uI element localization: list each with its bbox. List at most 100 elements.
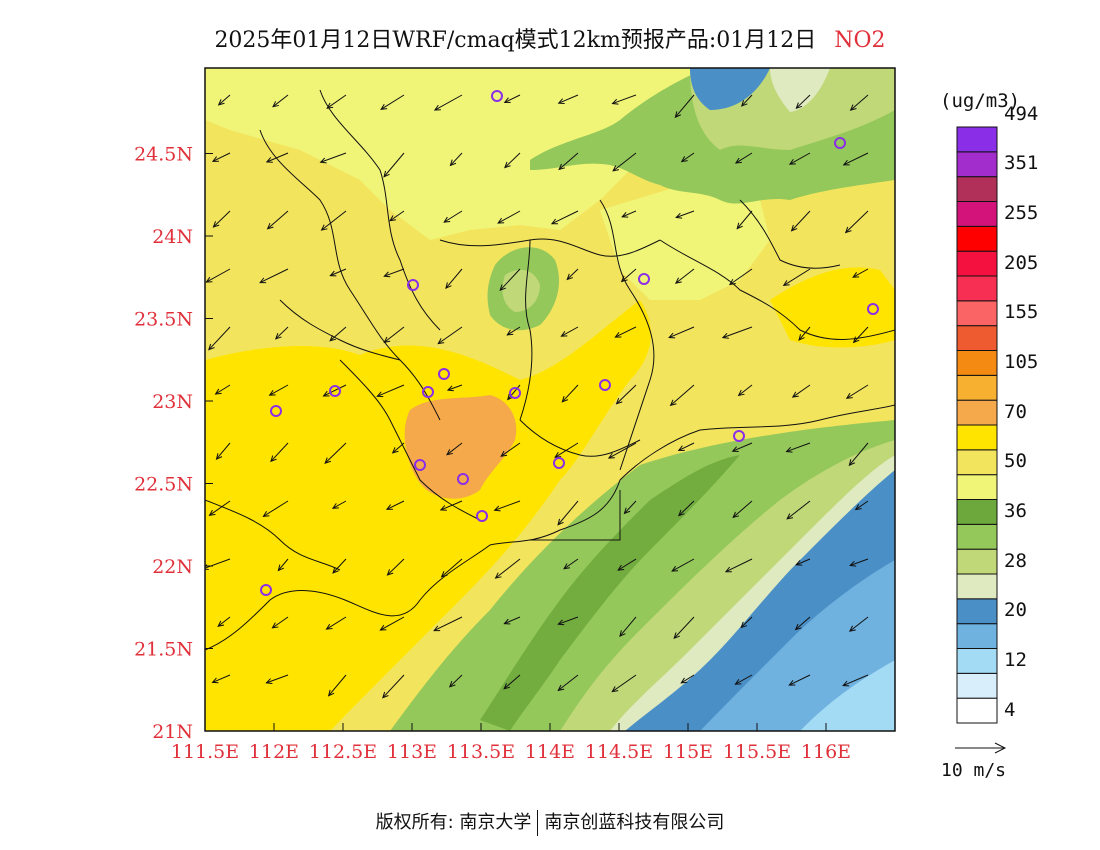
wind-arrow — [557, 616, 579, 626]
wind-arrow — [795, 558, 811, 566]
wind-arrow — [680, 674, 695, 684]
wind-arrow — [848, 616, 869, 632]
wind-arrow — [721, 326, 753, 339]
wind-arrow — [448, 674, 463, 688]
station-marker — [329, 385, 341, 397]
wind-arrow — [680, 152, 695, 163]
station-marker — [414, 459, 426, 471]
colorbar-swatch — [956, 548, 998, 575]
colorbar-swatch — [956, 523, 998, 550]
wind-arrow — [440, 558, 463, 578]
wind-arrow — [265, 152, 289, 163]
lat-tick-label: 22N — [152, 556, 193, 578]
wind-arrow — [506, 326, 521, 336]
wind-arrow — [274, 326, 289, 340]
wind-arrow — [446, 384, 463, 392]
wind-arrow — [319, 152, 347, 164]
wind-arrow — [266, 210, 289, 230]
wind-arrow — [389, 210, 405, 222]
lat-tick-label: 24.5N — [134, 144, 193, 166]
colorbar-swatch — [956, 176, 998, 203]
colorbar-swatch — [956, 474, 998, 500]
lon-tick-label: 113.5E — [447, 741, 515, 763]
wind-arrow — [208, 500, 231, 516]
station-marker — [260, 584, 272, 596]
wind-arrow — [623, 500, 637, 515]
wind-arrow — [731, 442, 753, 452]
wind-arrow — [678, 500, 695, 517]
wind-arrow — [550, 210, 579, 225]
wind-arrow — [612, 152, 637, 172]
field-ne-low — [690, 68, 770, 110]
station-marker — [733, 430, 745, 442]
wind-arrow — [674, 268, 695, 284]
wind-arrow — [788, 674, 811, 686]
wind-arrow — [848, 442, 869, 467]
wind-arrow — [849, 558, 869, 567]
colorbar-label: 351 — [1004, 152, 1039, 175]
wind-arrow — [265, 674, 289, 684]
wind-arrow — [437, 326, 463, 345]
coastline — [205, 404, 895, 651]
wind-arrow — [262, 500, 289, 517]
wind-arrow — [782, 268, 811, 287]
wind-arrow — [852, 268, 869, 278]
colorbar-label: 36 — [1004, 499, 1027, 522]
vector-reference-arrow — [955, 742, 1007, 754]
colorbar-unit: (ug/m3) — [940, 90, 1021, 112]
wind-arrow — [557, 94, 579, 104]
lon-tick-label: 115.5E — [723, 741, 791, 763]
colorbar-label: 4 — [1004, 698, 1016, 721]
colorbar — [956, 126, 998, 724]
wind-arrow — [439, 500, 463, 511]
colorbar-label: 155 — [1004, 301, 1039, 324]
station-marker — [422, 386, 434, 398]
wind-arrow — [211, 674, 231, 684]
lon-tick-label: 115E — [663, 741, 713, 763]
wind-arrow — [331, 500, 347, 509]
station-marker — [438, 368, 450, 380]
wind-arrow — [217, 94, 231, 106]
station-marker — [407, 279, 419, 291]
wind-arrow — [566, 268, 579, 281]
wind-arrow — [560, 326, 579, 337]
colorbar-swatch — [956, 697, 998, 724]
wind-arrow — [668, 326, 695, 339]
station-marker — [638, 273, 650, 285]
colorbar-label: 255 — [1004, 201, 1039, 224]
field-east-core — [770, 267, 895, 348]
station-marker — [599, 379, 611, 391]
colorbar-label: 50 — [1004, 450, 1027, 473]
wind-arrow — [786, 500, 811, 520]
station-marker — [834, 137, 846, 149]
wind-arrow — [607, 442, 637, 459]
wind-arrow — [740, 94, 753, 107]
wind-arrow — [383, 268, 405, 278]
wind-arrow — [385, 500, 405, 510]
colorbar-swatch — [956, 250, 998, 277]
title-text: 2025年01月12日WRF/cmaq模式12km预报产品:01月12日 — [214, 28, 817, 53]
colorbar-swatch — [956, 672, 998, 699]
wind-arrow — [561, 384, 579, 403]
wind-arrow — [268, 384, 289, 396]
colorbar-swatch — [956, 374, 998, 401]
wind-arrow — [845, 384, 869, 399]
colorbar-swatch — [956, 499, 998, 525]
wind-arrow — [795, 94, 811, 109]
wind-arrow — [728, 268, 753, 286]
station-marker — [457, 473, 469, 485]
wind-arrow — [785, 442, 811, 453]
lat-tick-label: 21N — [152, 721, 193, 743]
wind-arrow — [558, 152, 579, 171]
concentration-field — [205, 68, 895, 731]
lon-tick-label: 116E — [801, 741, 851, 763]
colorbar-swatch — [956, 151, 998, 178]
wind-arrow — [791, 384, 811, 398]
colorbar-swatch — [956, 126, 998, 153]
wind-arrow — [615, 384, 637, 405]
station-markers — [260, 90, 879, 596]
copyright-footer: 版权所有: 南京大学 南京创蓝科技有限公司 — [0, 808, 1100, 836]
wind-arrow — [433, 616, 463, 632]
wind-arrow — [619, 616, 637, 638]
wind-arrow — [376, 384, 405, 398]
